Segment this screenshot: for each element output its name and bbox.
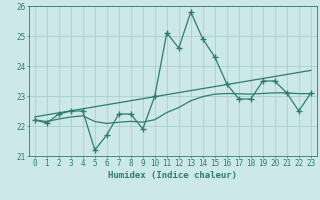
X-axis label: Humidex (Indice chaleur): Humidex (Indice chaleur) <box>108 171 237 180</box>
